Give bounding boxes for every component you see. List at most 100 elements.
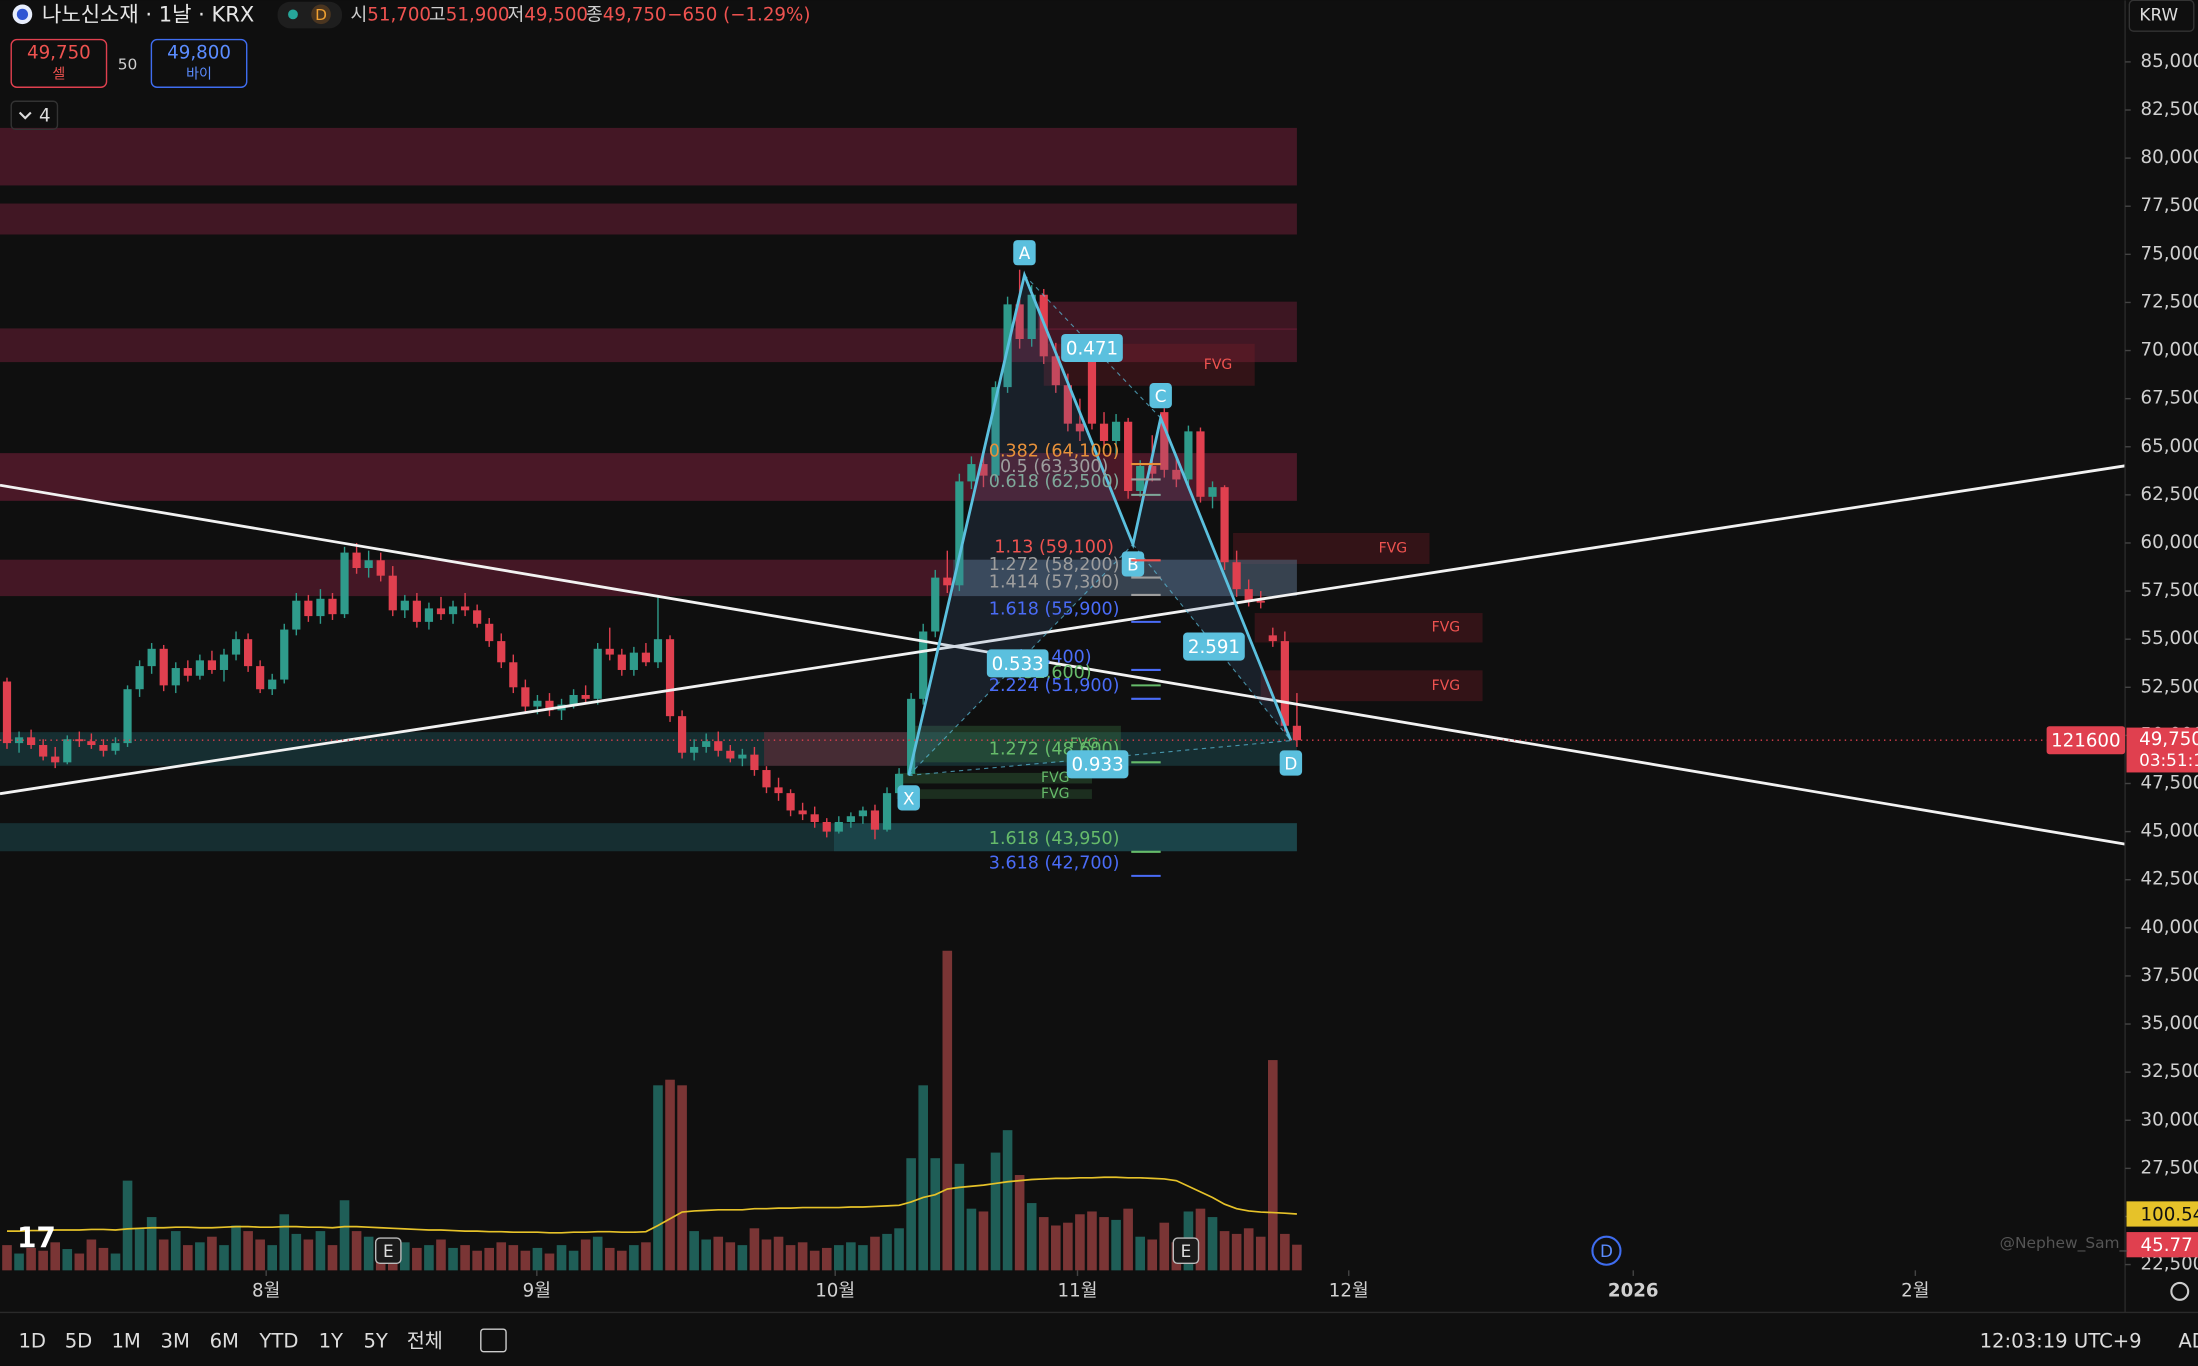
y-tick-label: 82,500: [2141, 99, 2198, 120]
marker-label[interactable]: E: [383, 1241, 394, 1261]
volume-bar: [749, 1228, 760, 1271]
zone: [1254, 613, 1483, 643]
badge: D: [315, 6, 327, 24]
y-tick-label: 45,000: [2141, 821, 2198, 842]
collapse-count[interactable]: 4: [39, 106, 51, 127]
candle-body: [846, 816, 855, 822]
sell-button[interactable]: [10, 38, 108, 88]
candle-body: [641, 652, 651, 663]
volume-bar: [773, 1236, 784, 1271]
pattern-point-box: [1013, 240, 1036, 266]
y-tick-label: 80,000: [2141, 147, 2198, 168]
volume-bar: [906, 1158, 916, 1271]
pattern-fill: [908, 275, 1133, 776]
clock: 12:03:19 UTC+9: [1980, 1329, 2142, 1352]
volume-bar: [653, 1085, 663, 1271]
buy-label[interactable]: 바이: [186, 67, 212, 83]
spread: 50: [118, 55, 138, 73]
marker-label[interactable]: D: [1600, 1241, 1613, 1261]
range-button[interactable]: 1Y: [319, 1329, 344, 1352]
volume-bar: [725, 1242, 736, 1271]
currency-box[interactable]: [2128, 0, 2195, 32]
volume-bar: [38, 1250, 48, 1271]
dividend-marker[interactable]: [1591, 1235, 1622, 1266]
settings-icon[interactable]: [2170, 1281, 2190, 1301]
candle-body: [460, 606, 470, 611]
pattern-point-label: B: [1127, 554, 1139, 574]
volume-bar: [98, 1247, 109, 1271]
volume-bar: [327, 1245, 338, 1271]
volume-bar: [617, 1250, 627, 1271]
pattern-point-box: [1149, 383, 1172, 409]
candle-body: [714, 741, 723, 751]
adj[interactable]: ADJ: [2178, 1329, 2198, 1352]
ohlc-value: 51,900: [446, 5, 510, 26]
candle-body: [882, 793, 892, 830]
zone-label: FVG: [1204, 357, 1232, 373]
volume-bar: [870, 1236, 880, 1271]
volume-bar: [1123, 1208, 1133, 1271]
volume-bar: [207, 1236, 217, 1271]
range-button[interactable]: 3M: [161, 1329, 190, 1352]
volume-bar: [183, 1245, 193, 1271]
candle-body: [617, 654, 626, 670]
range-button[interactable]: 전체: [407, 1329, 443, 1352]
candle-body: [955, 481, 964, 586]
earnings-marker[interactable]: [1172, 1237, 1200, 1265]
volume-bar: [1038, 1217, 1049, 1271]
volume-bar: [219, 1245, 229, 1271]
candle-body: [376, 560, 385, 576]
toolbar: 1D 5D 1M 3M 6M YTD 1Y 5Y 전체: [18, 1329, 442, 1352]
sell-price[interactable]: 49,750: [27, 43, 91, 64]
earnings-marker[interactable]: [374, 1237, 402, 1265]
overlay: X A B C D 0.382 (64,100)0.5 (63,300)0.618 (62…: [0, 240, 2126, 1266]
sell-label[interactable]: 셀: [52, 67, 65, 83]
candle-body: [473, 610, 482, 624]
ratio-label: 2.591: [1188, 637, 1240, 658]
candle-body: [1111, 421, 1121, 441]
candle-body: [14, 737, 24, 744]
candle-body: [967, 464, 976, 482]
ohlc-key: 시: [350, 5, 367, 26]
range-button[interactable]: 1D: [18, 1329, 46, 1352]
buy-price[interactable]: 49,800: [167, 43, 231, 64]
range-button[interactable]: 6M: [210, 1329, 239, 1352]
candle-body: [1184, 431, 1193, 480]
level-label: 0.5 (63,300): [1000, 457, 1108, 477]
range-button[interactable]: 1M: [111, 1329, 140, 1352]
candle-body: [1280, 641, 1289, 726]
buy-button[interactable]: [150, 38, 248, 88]
candle-body: [111, 743, 120, 751]
volume-bar: [170, 1231, 181, 1271]
pattern-point-box: [897, 785, 920, 811]
volume-bar: [809, 1250, 820, 1271]
volume-bar: [424, 1245, 434, 1271]
volume-badge: [2126, 1232, 2198, 1258]
volume-bar: [1243, 1228, 1254, 1271]
y-tick-label: 85,000: [2141, 51, 2198, 72]
zone: [896, 789, 1092, 799]
zone-label: FVG: [1379, 540, 1407, 556]
collapse-button[interactable]: [10, 100, 59, 130]
range-button[interactable]: 5Y: [363, 1329, 388, 1352]
calendar-icon[interactable]: [480, 1328, 507, 1353]
candle-body: [292, 600, 301, 630]
volume-bar: [1207, 1217, 1218, 1271]
zone: [1037, 301, 1297, 330]
range-button[interactable]: 5D: [65, 1329, 93, 1352]
volume-bar: [604, 1247, 615, 1271]
candle-body: [231, 639, 241, 655]
candle-body: [123, 689, 132, 744]
ratio-label: 0.533: [992, 654, 1044, 675]
currency[interactable]: KRW: [2139, 5, 2178, 25]
x-tick-label: 12월: [1329, 1280, 1369, 1301]
volume-bar: [472, 1250, 482, 1271]
volume-bar: [978, 1211, 989, 1271]
volume-bar: [291, 1233, 302, 1271]
marker-label[interactable]: E: [1181, 1241, 1192, 1261]
volume-bar: [1002, 1130, 1013, 1271]
y-tick-label: 30,000: [2141, 1109, 2198, 1130]
range-button[interactable]: YTD: [258, 1329, 298, 1352]
volume-bar: [400, 1242, 410, 1271]
